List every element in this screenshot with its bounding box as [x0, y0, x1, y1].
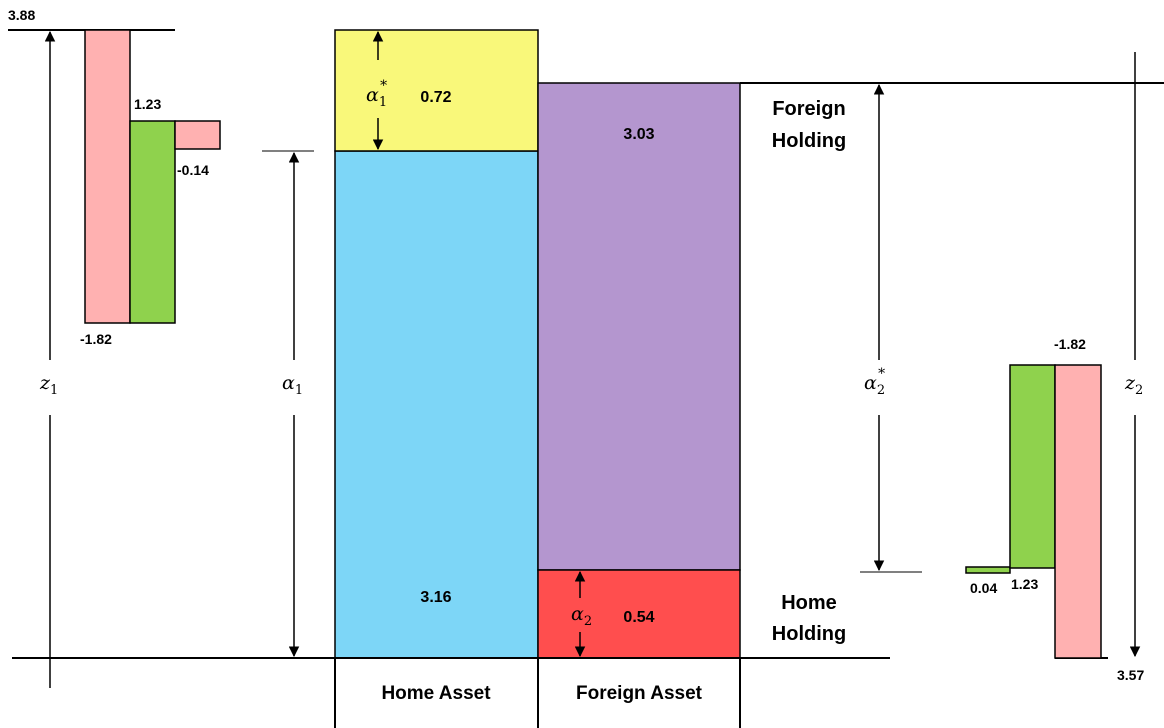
home-holding-label-line1: Home	[781, 592, 837, 614]
right-top-value: -1.82	[1054, 336, 1086, 352]
alpha1-label: α1	[282, 372, 303, 398]
z1-label: z1	[39, 372, 58, 398]
foreign-holding-label-line1: Foreign	[772, 98, 845, 120]
foreign-holding-label-line2: Holding	[772, 130, 846, 152]
alpha2-label: α2	[571, 603, 592, 629]
value-home-asset-foreign-holding: 0.72	[420, 89, 451, 106]
right-small-green-bar	[965, 566, 1011, 574]
left-small-pink-value: -0.14	[177, 162, 209, 178]
block-foreign-asset-home-holding	[537, 569, 741, 659]
left-green-value: 1.23	[134, 96, 161, 112]
z2-label: z2	[1124, 372, 1143, 398]
alpha2star-label: α2*	[864, 366, 885, 398]
right-green-bar	[1009, 364, 1056, 569]
left-pink-bar	[84, 29, 131, 324]
alpha1star-label: α1*	[366, 78, 387, 110]
home-asset-column-label: Home Asset	[381, 683, 491, 704]
right-pink-bar	[1054, 364, 1102, 659]
right-bottom-value: 3.57	[1117, 667, 1144, 683]
left-small-pink-bar	[174, 120, 221, 150]
left-bottom-value: -1.82	[80, 331, 112, 347]
home-holding-label-line2: Holding	[772, 623, 846, 645]
value-foreign-asset-foreign-holding: 3.03	[623, 126, 654, 143]
block-foreign-asset-foreign-holding	[537, 82, 741, 571]
right-green-value: 1.23	[1011, 576, 1038, 592]
value-foreign-asset-home-holding: 0.54	[623, 609, 654, 626]
right-small-green-value: 0.04	[970, 580, 997, 596]
left-green-bar	[129, 120, 176, 324]
value-home-asset-home-holding: 3.16	[420, 589, 451, 606]
left-top-value: 3.88	[8, 7, 35, 23]
block-home-asset-foreign-holding	[334, 29, 539, 152]
foreign-asset-column-label: Foreign Asset	[576, 683, 703, 704]
block-home-asset-home-holding	[334, 150, 539, 659]
